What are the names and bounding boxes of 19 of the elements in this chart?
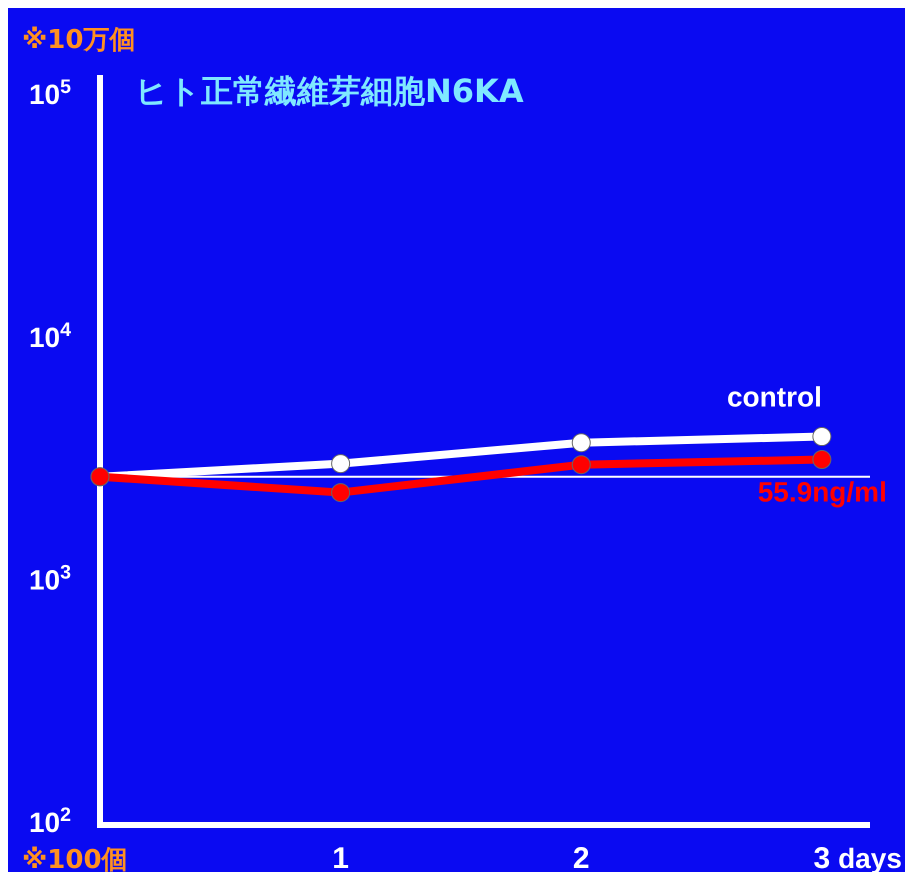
x-tick-label: 3 bbox=[814, 842, 830, 875]
y-tick-label: 10$^{5}$ bbox=[28, 76, 72, 110]
x-axis-title: days bbox=[838, 843, 902, 874]
y-tick-label: 10$^{3}$ bbox=[28, 561, 72, 596]
y-tick-label: 10$^{2}$ bbox=[28, 804, 72, 838]
y-tick-label: 10$^{4}$ bbox=[28, 318, 72, 353]
text: ※10万個 bbox=[22, 25, 136, 55]
chart-title: ヒト正常繊維芽細胞N6KA bbox=[135, 72, 524, 110]
series-label: 55.9ng/ml bbox=[758, 476, 887, 508]
point bbox=[572, 455, 591, 474]
point bbox=[812, 427, 832, 446]
series-label: control bbox=[726, 382, 822, 413]
point bbox=[331, 483, 350, 502]
point bbox=[812, 450, 832, 470]
x-tick-label: 2 bbox=[572, 842, 590, 875]
point bbox=[331, 454, 350, 474]
text: ※100個 bbox=[22, 845, 128, 875]
point bbox=[572, 433, 591, 452]
x-tick-label: 1 bbox=[332, 842, 349, 875]
